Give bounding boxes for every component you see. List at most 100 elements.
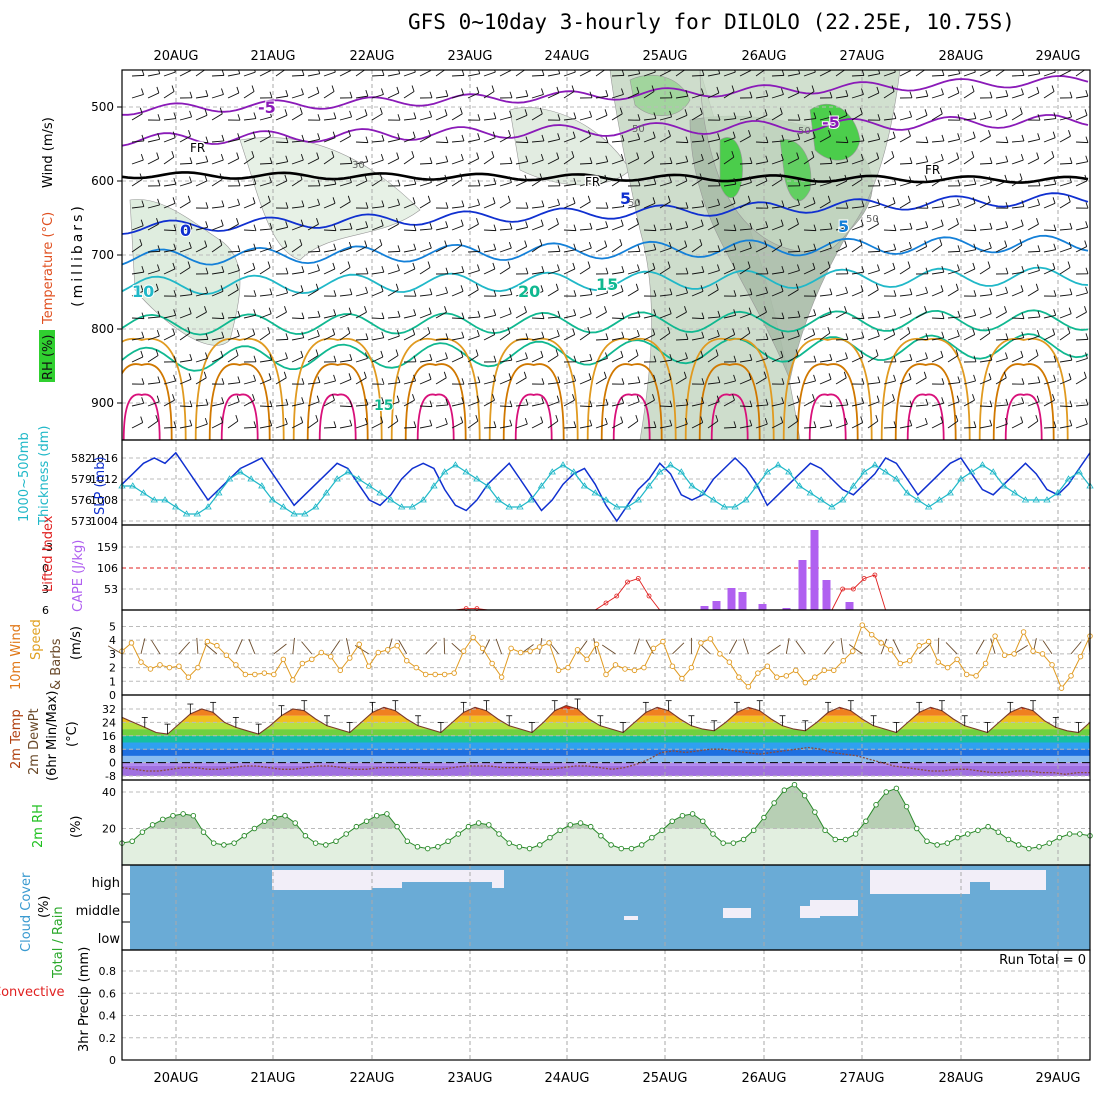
wind-barb xyxy=(499,228,512,231)
wind-barb xyxy=(163,268,176,275)
wind-barb xyxy=(307,92,320,99)
wind-barb xyxy=(659,378,672,385)
wind-barb-flag xyxy=(381,265,385,273)
wind-barb-flag xyxy=(588,130,591,137)
wind-barb xyxy=(307,204,320,209)
wind-barb-flag xyxy=(364,417,368,425)
wind-barb-flag xyxy=(557,245,561,252)
wind-barb xyxy=(355,404,368,407)
wind-barb xyxy=(803,183,816,187)
wind-barb-flag xyxy=(621,378,625,385)
legend-text: Wind (m/s) xyxy=(41,117,56,188)
warm-lobe xyxy=(208,363,271,440)
wind-barb xyxy=(723,183,736,187)
wind-barb xyxy=(931,422,943,429)
wind-barb xyxy=(1059,294,1072,297)
wind-barb xyxy=(675,338,689,341)
thickness-marker xyxy=(699,489,707,496)
wind-barb xyxy=(755,423,768,429)
wind-barb xyxy=(947,158,959,165)
thickness-marker xyxy=(1032,496,1040,503)
rh-marker xyxy=(343,831,349,837)
wind-barb xyxy=(691,179,703,187)
warm-lobe xyxy=(194,337,285,440)
wind-barb-flag xyxy=(589,419,593,426)
wind-barb-flag xyxy=(973,177,977,185)
wind-barb-flag xyxy=(812,262,816,270)
y-tick-label: 0.2 xyxy=(99,1032,117,1045)
wind-barb xyxy=(531,140,544,143)
wind-barb xyxy=(227,92,240,99)
wind-speed-marker xyxy=(565,664,571,671)
wind-barb-flag xyxy=(653,374,657,382)
wind-barb-flag xyxy=(604,240,608,247)
wind-barb-flag xyxy=(845,155,849,162)
wind-speed-marker xyxy=(517,649,524,656)
wind-barb-flag xyxy=(157,198,161,206)
rh-marker xyxy=(1056,834,1063,841)
wind-barb xyxy=(387,138,400,143)
wind-barb-flag xyxy=(813,355,817,362)
wind-barb xyxy=(339,162,353,165)
wind-barb-flag xyxy=(252,262,256,270)
wind-barb xyxy=(435,358,448,363)
wind-speed-marker xyxy=(574,647,581,653)
wind-barb xyxy=(1043,399,1055,407)
wind-barb xyxy=(419,313,432,319)
wind-barb-flag xyxy=(507,195,511,202)
wind-barb-flag xyxy=(587,195,591,202)
rh-marker xyxy=(486,822,492,828)
wind-barb-flag xyxy=(285,155,289,162)
thickness-marker xyxy=(838,496,847,503)
wind-barb-flag xyxy=(365,286,369,294)
wind-speed-marker xyxy=(1011,651,1017,657)
wind-barb-flag xyxy=(877,310,881,318)
wind-barb xyxy=(819,182,832,187)
wind-barb xyxy=(1075,180,1088,187)
wind-barb-flag xyxy=(731,150,735,158)
wind-barb-flag xyxy=(1020,416,1024,423)
wind-barb xyxy=(227,355,239,363)
wind-barb xyxy=(947,204,960,209)
wind-barb xyxy=(1043,249,1056,253)
cape-tick-label: 53 xyxy=(104,583,118,596)
wind-barb-10m xyxy=(482,639,491,655)
wind-barb-flag xyxy=(333,243,337,250)
cloud-middle xyxy=(624,916,638,920)
rh-marker xyxy=(1036,844,1042,850)
cape-bar xyxy=(727,588,736,610)
wind-barb xyxy=(755,114,768,121)
wind-barb-flag xyxy=(1084,306,1087,313)
wind-barb xyxy=(547,289,559,297)
panel-frame-slp_thickness xyxy=(121,439,1091,526)
wind-barb-flag xyxy=(460,285,464,292)
wind-barb-flag xyxy=(941,331,945,338)
wind-barb xyxy=(515,95,528,99)
wind-barb xyxy=(675,404,688,407)
wind-barb-flag xyxy=(349,288,353,295)
wind-barb-flag xyxy=(813,224,817,231)
wind-barb xyxy=(691,402,704,407)
thickness-marker xyxy=(1054,489,1062,496)
wind-barb xyxy=(515,141,529,144)
wind-barb-flag xyxy=(925,286,929,294)
wind-barb xyxy=(819,70,831,77)
wind-barb xyxy=(499,70,511,77)
wind-barb xyxy=(195,292,208,297)
wind-barb xyxy=(1027,250,1041,253)
wind-barb xyxy=(579,70,591,77)
wind-barb xyxy=(947,92,960,99)
freezing-label: FR xyxy=(585,175,600,189)
y-tick-label: 40 xyxy=(102,786,116,799)
rh-marker xyxy=(424,845,431,852)
wind-barb xyxy=(211,94,224,99)
wind-barb xyxy=(595,292,608,297)
wind-barb-flag xyxy=(619,173,623,180)
wind-barb xyxy=(915,246,927,253)
wind-barb-flag xyxy=(172,131,176,138)
rh-marker xyxy=(893,785,900,792)
wind-barb xyxy=(323,156,335,165)
wind-barb xyxy=(643,137,656,143)
thickness-marker xyxy=(311,503,320,510)
wind-barb-flag xyxy=(716,395,720,402)
